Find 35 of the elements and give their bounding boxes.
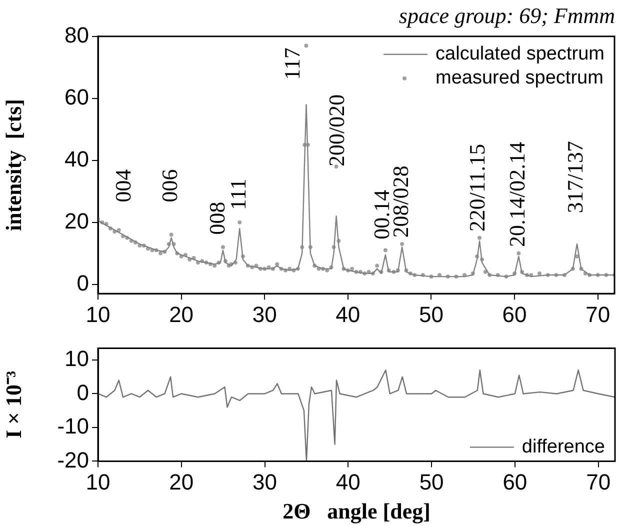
annotation: 117 [280, 48, 305, 80]
x-tick-label: 40 [336, 469, 360, 494]
y-tick-label: 0 [76, 380, 89, 405]
x-axis-title: 2Θ angle [deg] [282, 498, 430, 524]
x-tick-label: 60 [502, 469, 528, 494]
y-tick-label: -20 [57, 447, 89, 472]
annotation: 317/137 [562, 140, 588, 214]
y-tick-label: 20 [64, 208, 89, 234]
x-tick-label: 40 [336, 302, 360, 327]
legend-label: calculated spectrum [436, 44, 604, 65]
x-tick-label: 50 [419, 469, 444, 494]
chart-title: space group: 69; Fmmm [398, 2, 615, 28]
annotation: 200/020 [324, 94, 349, 167]
annotation: 006 [157, 169, 182, 202]
y-tick-label: 10 [64, 346, 89, 372]
legend-label: difference [522, 436, 606, 458]
annotation: 220/11.15 [464, 144, 490, 232]
x-tick-label: 60 [502, 302, 527, 327]
y-tick-label: 40 [64, 146, 89, 172]
x-tick-label: 30 [252, 469, 278, 494]
x-tick-label: 70 [586, 302, 610, 327]
x-tick-label: 70 [586, 469, 611, 494]
legend-label: measured spectrum [436, 68, 604, 89]
y-axis-title: intensity [cts] [0, 99, 26, 231]
annotation: 20.14/02.14 [504, 142, 530, 248]
y-axis-title: I × 10⁻³ [0, 370, 26, 439]
x-tick-label: 20 [169, 469, 194, 494]
annotation: 004 [110, 169, 136, 202]
y-tick-label: -10 [57, 414, 89, 439]
x-tick-label: 50 [418, 302, 444, 327]
y-tick-label: 0 [76, 270, 89, 296]
y-tick-label: 80 [64, 22, 89, 48]
x-tick-label: 20 [169, 302, 194, 327]
x-tick-label: 30 [252, 302, 277, 327]
y-tick-label: 60 [64, 84, 89, 110]
